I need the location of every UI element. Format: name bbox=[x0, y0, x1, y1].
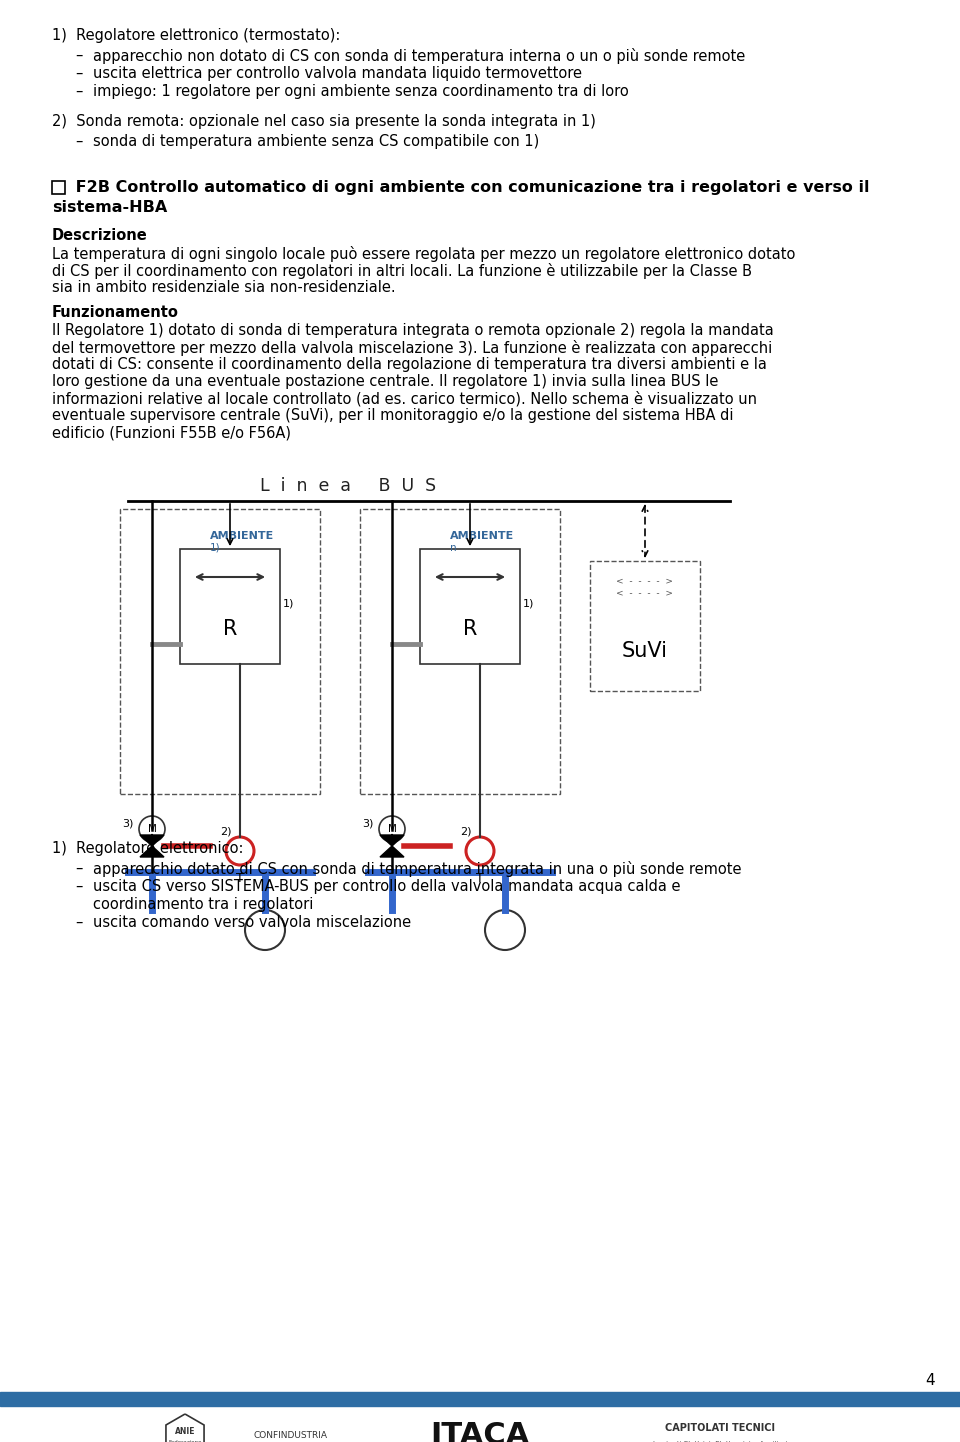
Text: F2B Controllo automatico di ogni ambiente con comunicazione tra i regolatori e v: F2B Controllo automatico di ogni ambient… bbox=[70, 180, 870, 195]
Text: 2): 2) bbox=[220, 826, 231, 836]
Bar bbox=[120, 509, 320, 795]
Text: SuVi: SuVi bbox=[622, 642, 668, 660]
Text: –: – bbox=[75, 66, 83, 81]
Text: sonda di temperatura ambiente senza CS compatibile con 1): sonda di temperatura ambiente senza CS c… bbox=[93, 134, 540, 149]
Text: AMBIENTE: AMBIENTE bbox=[210, 531, 275, 541]
Text: loro gestione da una eventuale postazione centrale. Il regolatore 1) invia sulla: loro gestione da una eventuale postazion… bbox=[52, 373, 718, 389]
Bar bbox=[590, 561, 700, 691]
Text: Il Regolatore 1) dotato di sonda di temperatura integrata o remota opzionale 2) : Il Regolatore 1) dotato di sonda di temp… bbox=[52, 323, 774, 337]
Bar bbox=[0, 1392, 960, 1406]
Bar bbox=[420, 549, 520, 663]
Text: 3): 3) bbox=[362, 819, 373, 829]
Text: ANIE: ANIE bbox=[175, 1426, 195, 1435]
Circle shape bbox=[139, 816, 165, 842]
Bar bbox=[180, 549, 280, 663]
Text: 3): 3) bbox=[122, 819, 133, 829]
Text: apparecchio non dotato di CS con sonda di temperatura interna o un o più sonde r: apparecchio non dotato di CS con sonda d… bbox=[93, 48, 745, 63]
Text: –: – bbox=[75, 861, 83, 875]
Text: La temperatura di ogni singolo locale può essere regolata per mezzo un regolator: La temperatura di ogni singolo locale pu… bbox=[52, 247, 796, 262]
Text: uscita comando verso valvola miscelazione: uscita comando verso valvola miscelazion… bbox=[93, 916, 411, 930]
Text: 4: 4 bbox=[925, 1373, 935, 1389]
Text: apparecchio dotato di CS con sonda di temperatura integrata in una o più sonde r: apparecchio dotato di CS con sonda di te… bbox=[93, 861, 741, 877]
Text: –: – bbox=[75, 48, 83, 63]
Text: uscita CS verso SISTEMA-BUS per controllo della valvola mandata acqua calda e: uscita CS verso SISTEMA-BUS per controll… bbox=[93, 880, 681, 894]
Text: R: R bbox=[463, 619, 477, 639]
Text: eventuale supervisore centrale (SuVi), per il monitoraggio e/o la gestione del s: eventuale supervisore centrale (SuVi), p… bbox=[52, 408, 733, 423]
Text: AMBIENTE: AMBIENTE bbox=[450, 531, 515, 541]
Text: –: – bbox=[75, 880, 83, 894]
Circle shape bbox=[485, 910, 525, 950]
Text: 1)  Regolatore elettronico:: 1) Regolatore elettronico: bbox=[52, 841, 244, 857]
Text: <  -  -  -  -  >: < - - - - > bbox=[616, 588, 674, 597]
Text: sia in ambito residenziale sia non-residenziale.: sia in ambito residenziale sia non-resid… bbox=[52, 280, 396, 296]
Text: CONFINDUSTRIA: CONFINDUSTRIA bbox=[253, 1432, 327, 1441]
Text: Descrizione: Descrizione bbox=[52, 228, 148, 244]
Text: T: T bbox=[476, 872, 484, 885]
Circle shape bbox=[466, 836, 494, 865]
Polygon shape bbox=[380, 835, 404, 846]
Text: del termovettore per mezzo della valvola miscelazione 3). La funzione è realizza: del termovettore per mezzo della valvola… bbox=[52, 340, 772, 356]
Text: CAPITOLATI TECNICI: CAPITOLATI TECNICI bbox=[665, 1423, 775, 1433]
Text: Funzionamento: Funzionamento bbox=[52, 306, 179, 320]
Text: impiego: 1 regolatore per ogni ambiente senza coordinamento tra di loro: impiego: 1 regolatore per ogni ambiente … bbox=[93, 84, 629, 99]
Polygon shape bbox=[140, 835, 164, 846]
Circle shape bbox=[379, 816, 405, 842]
Text: L  i  n  e  a     B  U  S: L i n e a B U S bbox=[260, 477, 436, 495]
Polygon shape bbox=[380, 846, 404, 857]
Polygon shape bbox=[140, 846, 164, 857]
Text: n: n bbox=[450, 544, 457, 552]
Text: 1)  Regolatore elettronico (termostato):: 1) Regolatore elettronico (termostato): bbox=[52, 27, 341, 43]
Text: dotati di CS: consente il coordinamento della regolazione di temperatura tra div: dotati di CS: consente il coordinamento … bbox=[52, 358, 767, 372]
Text: sistema-HBA: sistema-HBA bbox=[52, 200, 167, 215]
Text: informazioni relative al locale controllato (ad es. carico termico). Nello schem: informazioni relative al locale controll… bbox=[52, 391, 757, 407]
Bar bbox=[52, 182, 65, 195]
Text: –: – bbox=[75, 84, 83, 99]
Text: Federazione: Federazione bbox=[168, 1439, 202, 1442]
Circle shape bbox=[226, 836, 254, 865]
Text: 1): 1) bbox=[523, 598, 535, 609]
Text: –: – bbox=[75, 916, 83, 930]
Text: R: R bbox=[223, 619, 237, 639]
Text: edificio (Funzioni F55B e/o F56A): edificio (Funzioni F55B e/o F56A) bbox=[52, 425, 291, 440]
Text: di CS per il coordinamento con regolatori in altri locali. La funzione è utilizz: di CS per il coordinamento con regolator… bbox=[52, 262, 752, 278]
Text: coordinamento tra i regolatori: coordinamento tra i regolatori bbox=[93, 897, 313, 911]
Text: 1): 1) bbox=[283, 598, 295, 609]
Text: 2)  Sonda remota: opzionale nel caso sia presente la sonda integrata in 1): 2) Sonda remota: opzionale nel caso sia … bbox=[52, 114, 596, 128]
Circle shape bbox=[245, 910, 285, 950]
Text: –: – bbox=[75, 134, 83, 149]
Text: ITACA: ITACA bbox=[430, 1422, 530, 1442]
Text: M: M bbox=[388, 823, 396, 833]
Text: M: M bbox=[148, 823, 156, 833]
Text: <  -  -  -  -  >: < - - - - > bbox=[616, 577, 674, 585]
Text: 1): 1) bbox=[210, 544, 221, 552]
Text: uscita elettrica per controllo valvola mandata liquido termovettore: uscita elettrica per controllo valvola m… bbox=[93, 66, 582, 81]
Text: T: T bbox=[236, 872, 244, 885]
Bar bbox=[360, 509, 560, 795]
Text: 2): 2) bbox=[460, 826, 471, 836]
